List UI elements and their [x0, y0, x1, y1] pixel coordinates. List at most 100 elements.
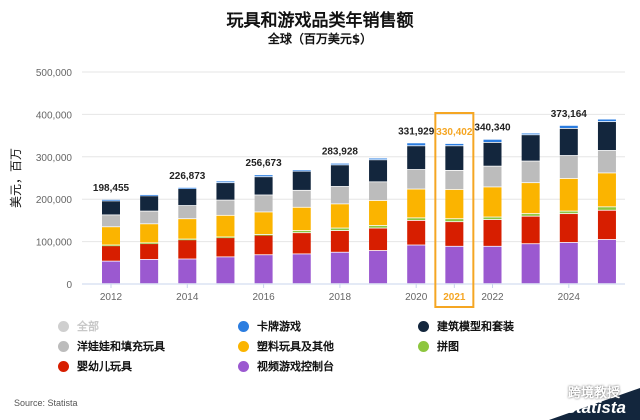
bar-segment — [483, 219, 502, 246]
bar-segment — [254, 235, 273, 255]
bar-segment — [254, 175, 273, 177]
bar-segment — [369, 158, 388, 160]
bar-segment — [559, 125, 578, 129]
bar-segment — [178, 205, 197, 219]
bar-segment — [178, 239, 197, 241]
bar-segment — [521, 214, 540, 216]
bar-segment — [102, 201, 120, 215]
legend-label: 洋娃娃和填充玩具 — [77, 340, 165, 353]
bar-segment — [597, 239, 616, 284]
bar-segment — [445, 189, 464, 219]
bar-segment — [292, 190, 311, 207]
bar-segment — [559, 211, 578, 214]
stacked-bar-chart: 0 100,000 200,000 300,000 400,000 500,000 美元，百… — [9, 68, 625, 308]
total-label: 330,402 — [436, 127, 473, 138]
legend-label: 拼图 — [437, 340, 459, 353]
legend-item[interactable]: 拼图 — [418, 338, 598, 354]
bar-segment — [407, 146, 426, 170]
x-tick-label: 2018 — [329, 292, 352, 303]
chart-subtitle: 全球（百万美元$） — [267, 32, 373, 46]
bar-segment — [559, 155, 578, 179]
bar-segment — [292, 254, 311, 284]
bar-segment — [330, 204, 349, 228]
bar-segment — [369, 160, 388, 182]
bar-segment — [254, 255, 273, 284]
bar-segment — [292, 233, 311, 254]
legend-label: 塑料玩具及其他 — [257, 340, 334, 353]
bar-segment — [369, 250, 388, 284]
bar-segment — [369, 228, 388, 251]
legend-dot-icon — [58, 320, 69, 332]
bar-segment — [521, 133, 540, 135]
legend-item[interactable]: 建筑模型和套装 — [418, 318, 598, 334]
bar-segment — [102, 215, 120, 227]
chart-title: 玩具和游戏品类年销售额 — [226, 11, 414, 31]
watermark: 跨境教授 — [567, 386, 620, 401]
statista-logo: statista — [566, 398, 626, 417]
total-label: 283,928 — [322, 147, 359, 158]
legend-item[interactable]: 卡牌游戏 — [238, 318, 418, 334]
bar-segment — [483, 217, 502, 220]
bar-segment — [521, 216, 540, 244]
y-tick-label: 200,000 — [36, 195, 73, 206]
bar-segment — [292, 170, 311, 172]
bar-segment — [330, 165, 349, 187]
bar-segment — [140, 194, 159, 196]
legend-label: 卡牌游戏 — [257, 320, 301, 333]
bar-segment — [216, 257, 235, 284]
bar-segment — [521, 161, 540, 183]
bar-segment — [178, 187, 197, 189]
bar-segment — [369, 200, 388, 226]
y-tick-label: 300,000 — [36, 153, 73, 164]
bar-segment — [216, 215, 235, 237]
legend-item[interactable]: 洋娃娃和填充玩具 — [58, 338, 238, 354]
bar-segment — [597, 150, 616, 173]
bar-segment — [407, 220, 426, 245]
legend-item[interactable]: 视频游戏控制台 — [238, 358, 418, 374]
bar-segment — [102, 245, 120, 247]
bar-segment — [597, 207, 616, 210]
legend-item[interactable]: 塑料玩具及其他 — [238, 338, 418, 354]
bar-segment — [597, 210, 616, 240]
bar-segment — [330, 252, 349, 284]
legend-dot-icon — [58, 360, 69, 372]
highlight-box — [434, 112, 475, 308]
bar-segment — [483, 142, 502, 166]
bar-segment — [483, 139, 502, 143]
bar-segment — [254, 195, 273, 212]
bar-segment — [559, 128, 578, 156]
x-tick-label: 2024 — [558, 292, 581, 303]
y-tick-label: 0 — [66, 280, 72, 291]
bar-segment — [483, 187, 502, 217]
bar-segment — [330, 186, 349, 204]
bar-segment — [597, 173, 616, 207]
y-axis-title: 美元，百万 — [9, 148, 23, 208]
bar-segment — [216, 237, 235, 239]
legend-label: 全部 — [77, 320, 99, 333]
bar-segment — [407, 169, 426, 189]
bar-segment — [216, 181, 235, 183]
legend-item[interactable]: 婴幼儿玩具 — [58, 358, 238, 374]
bar-segment — [140, 243, 159, 245]
bar-segment — [216, 183, 235, 200]
bar-segment — [178, 259, 197, 284]
legend-dot-icon — [238, 320, 249, 332]
bar-segment — [521, 183, 540, 214]
bar-segment — [254, 177, 273, 195]
bar-segment — [407, 245, 426, 284]
bar-segment — [102, 261, 120, 284]
bar-segment — [521, 135, 540, 161]
bar-segment — [216, 237, 235, 257]
legend-dot-icon — [418, 320, 429, 332]
legend-dot-icon — [238, 360, 249, 372]
legend-label: 婴幼儿玩具 — [77, 360, 132, 373]
bar-segment — [559, 242, 578, 284]
legend: 全部 卡牌游戏 建筑模型和套装洋娃娃和填充玩具 塑料玩具及其他 拼图婴幼儿玩具 视频游戏控… — [58, 318, 618, 374]
legend-label: 视频游戏控制台 — [257, 360, 334, 373]
bar-segment — [330, 231, 349, 252]
bar-segment — [292, 207, 311, 231]
legend-item[interactable]: 全部 — [58, 318, 238, 334]
x-tick-label: 2022 — [481, 292, 504, 303]
x-tick-label: 2012 — [100, 292, 123, 303]
